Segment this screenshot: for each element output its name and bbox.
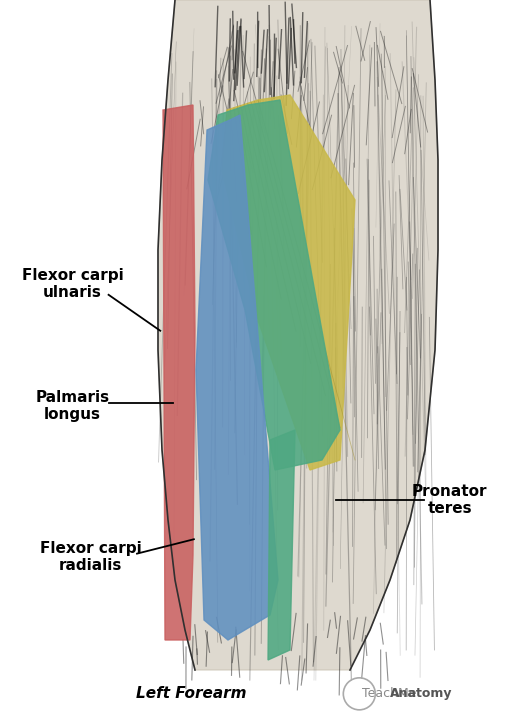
Text: Left Forearm: Left Forearm [136,687,247,701]
Polygon shape [158,0,438,670]
Polygon shape [222,95,355,470]
Text: Flexor carpi
ulnaris: Flexor carpi ulnaris [22,267,123,301]
Text: Anatomy: Anatomy [390,687,453,700]
Text: TeachMe: TeachMe [362,687,416,700]
Polygon shape [163,105,195,640]
Polygon shape [268,430,295,660]
Text: Flexor carpi
radialis: Flexor carpi radialis [40,541,141,574]
Polygon shape [208,100,340,470]
Polygon shape [196,115,278,640]
Text: Palmaris
longus: Palmaris longus [35,390,110,423]
Text: Pronator
teres: Pronator teres [412,483,488,516]
